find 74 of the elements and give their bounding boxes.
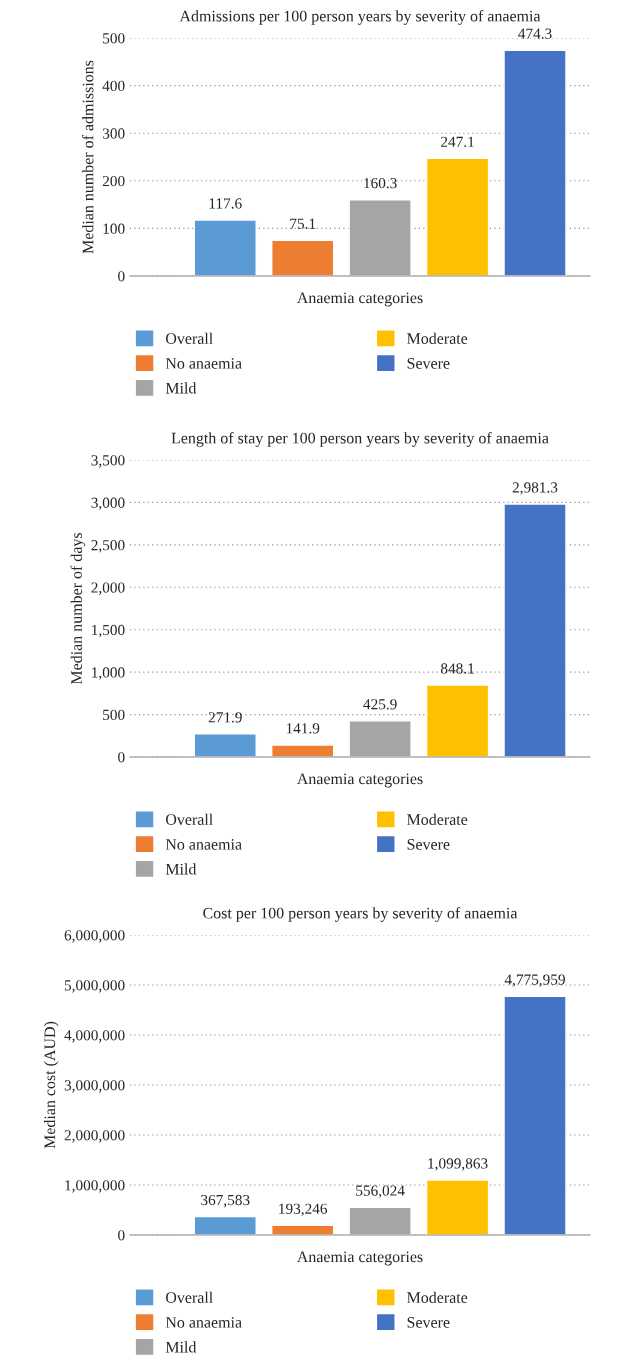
bar bbox=[348, 199, 412, 276]
legend-label: Severe bbox=[407, 1317, 450, 1328]
legend-label: Mild bbox=[165, 382, 197, 394]
data-label: 556,024 bbox=[356, 1185, 405, 1198]
y-tick-label: 1,000,000 bbox=[65, 1180, 125, 1193]
x-axis-title: Anaemia categories bbox=[296, 1251, 423, 1266]
bar bbox=[503, 995, 567, 1235]
data-label: 1,099,863 bbox=[428, 1158, 488, 1171]
bar bbox=[348, 720, 412, 757]
y-tick-label: 500 bbox=[103, 33, 125, 44]
data-label: 141.9 bbox=[286, 723, 320, 734]
chart-title: Admissions per 100 person years by severity of anaemia bbox=[179, 10, 541, 25]
data-label: 425.9 bbox=[363, 699, 397, 710]
legend-label: Overall bbox=[165, 332, 213, 344]
y-tick-label: 0 bbox=[118, 271, 125, 282]
data-label: 367,583 bbox=[201, 1194, 250, 1208]
y-tick-label: 3,500 bbox=[91, 455, 125, 468]
x-axis-title: Anaemia categories bbox=[296, 773, 423, 788]
y-axis-title: Median cost (AUD) bbox=[43, 1021, 59, 1149]
y-tick-label: 6,000,000 bbox=[64, 930, 125, 943]
legend-label: No anaemia bbox=[165, 1317, 242, 1328]
bar bbox=[193, 219, 257, 276]
legend-label: Moderate bbox=[407, 332, 468, 344]
y-tick-label: 400 bbox=[102, 80, 125, 92]
legend-label: Moderate bbox=[407, 1291, 468, 1303]
data-label: 117.6 bbox=[209, 198, 242, 209]
data-label: 160.3 bbox=[364, 177, 397, 189]
legend-label: Overall bbox=[165, 813, 213, 825]
y-axis-title: Median number of admissions bbox=[82, 60, 94, 254]
bar bbox=[425, 157, 490, 276]
legend-label: Mild bbox=[165, 863, 197, 875]
y-tick-label: 0 bbox=[118, 1230, 125, 1241]
y-tick-label: 2,000,000 bbox=[64, 1130, 125, 1143]
y-tick-label: 1,500 bbox=[92, 624, 125, 638]
data-label: 75.1 bbox=[290, 218, 316, 229]
y-tick-label: 3,000,000 bbox=[64, 1080, 125, 1093]
y-tick-label: 1,000 bbox=[92, 667, 125, 680]
y-tick-label: 300 bbox=[102, 128, 125, 139]
bar bbox=[193, 733, 257, 757]
y-tick-label: 3,000 bbox=[91, 497, 125, 511]
y-tick-label: 5,000,000 bbox=[64, 980, 125, 993]
legend-label: Severe bbox=[407, 358, 450, 369]
data-label: 271.9 bbox=[208, 712, 242, 723]
y-tick-label: 2,000 bbox=[91, 582, 125, 595]
bar bbox=[425, 684, 490, 757]
data-label: 4,775,959 bbox=[504, 974, 565, 987]
bar bbox=[271, 239, 335, 276]
bar bbox=[503, 503, 567, 757]
data-label: 2,981.3 bbox=[512, 482, 558, 495]
legend-label: No anaemia bbox=[165, 358, 242, 369]
legend-label: No anaemia bbox=[165, 839, 242, 850]
y-tick-label: 200 bbox=[102, 175, 125, 187]
y-axis-title: Median number of days bbox=[70, 533, 86, 685]
legend-label: Severe bbox=[407, 839, 450, 850]
data-label: 848.1 bbox=[440, 663, 474, 674]
data-label: 247.1 bbox=[441, 136, 474, 148]
data-label: 474.3 bbox=[518, 28, 552, 39]
chart-title: Cost per 100 person years by severity of anaemia bbox=[203, 907, 518, 922]
y-tick-label: 500 bbox=[103, 709, 125, 721]
bar bbox=[348, 1206, 412, 1235]
y-tick-label: 0 bbox=[118, 752, 125, 763]
x-axis-title: Anaemia categories bbox=[296, 292, 423, 307]
bar bbox=[425, 1179, 490, 1235]
legend-label: Overall bbox=[165, 1291, 213, 1303]
y-tick-label: 4,000,000 bbox=[64, 1030, 125, 1043]
bar bbox=[193, 1215, 257, 1235]
bar bbox=[503, 49, 567, 276]
y-tick-label: 2,500 bbox=[91, 540, 125, 553]
bar bbox=[271, 744, 335, 757]
chart-title: Length of stay per 100 person years by severity of anaemia bbox=[171, 432, 549, 447]
y-tick-label: 100 bbox=[103, 223, 125, 234]
legend-label: Mild bbox=[165, 1341, 197, 1353]
data-label: 193,246 bbox=[279, 1203, 328, 1217]
legend-label: Moderate bbox=[407, 813, 468, 825]
